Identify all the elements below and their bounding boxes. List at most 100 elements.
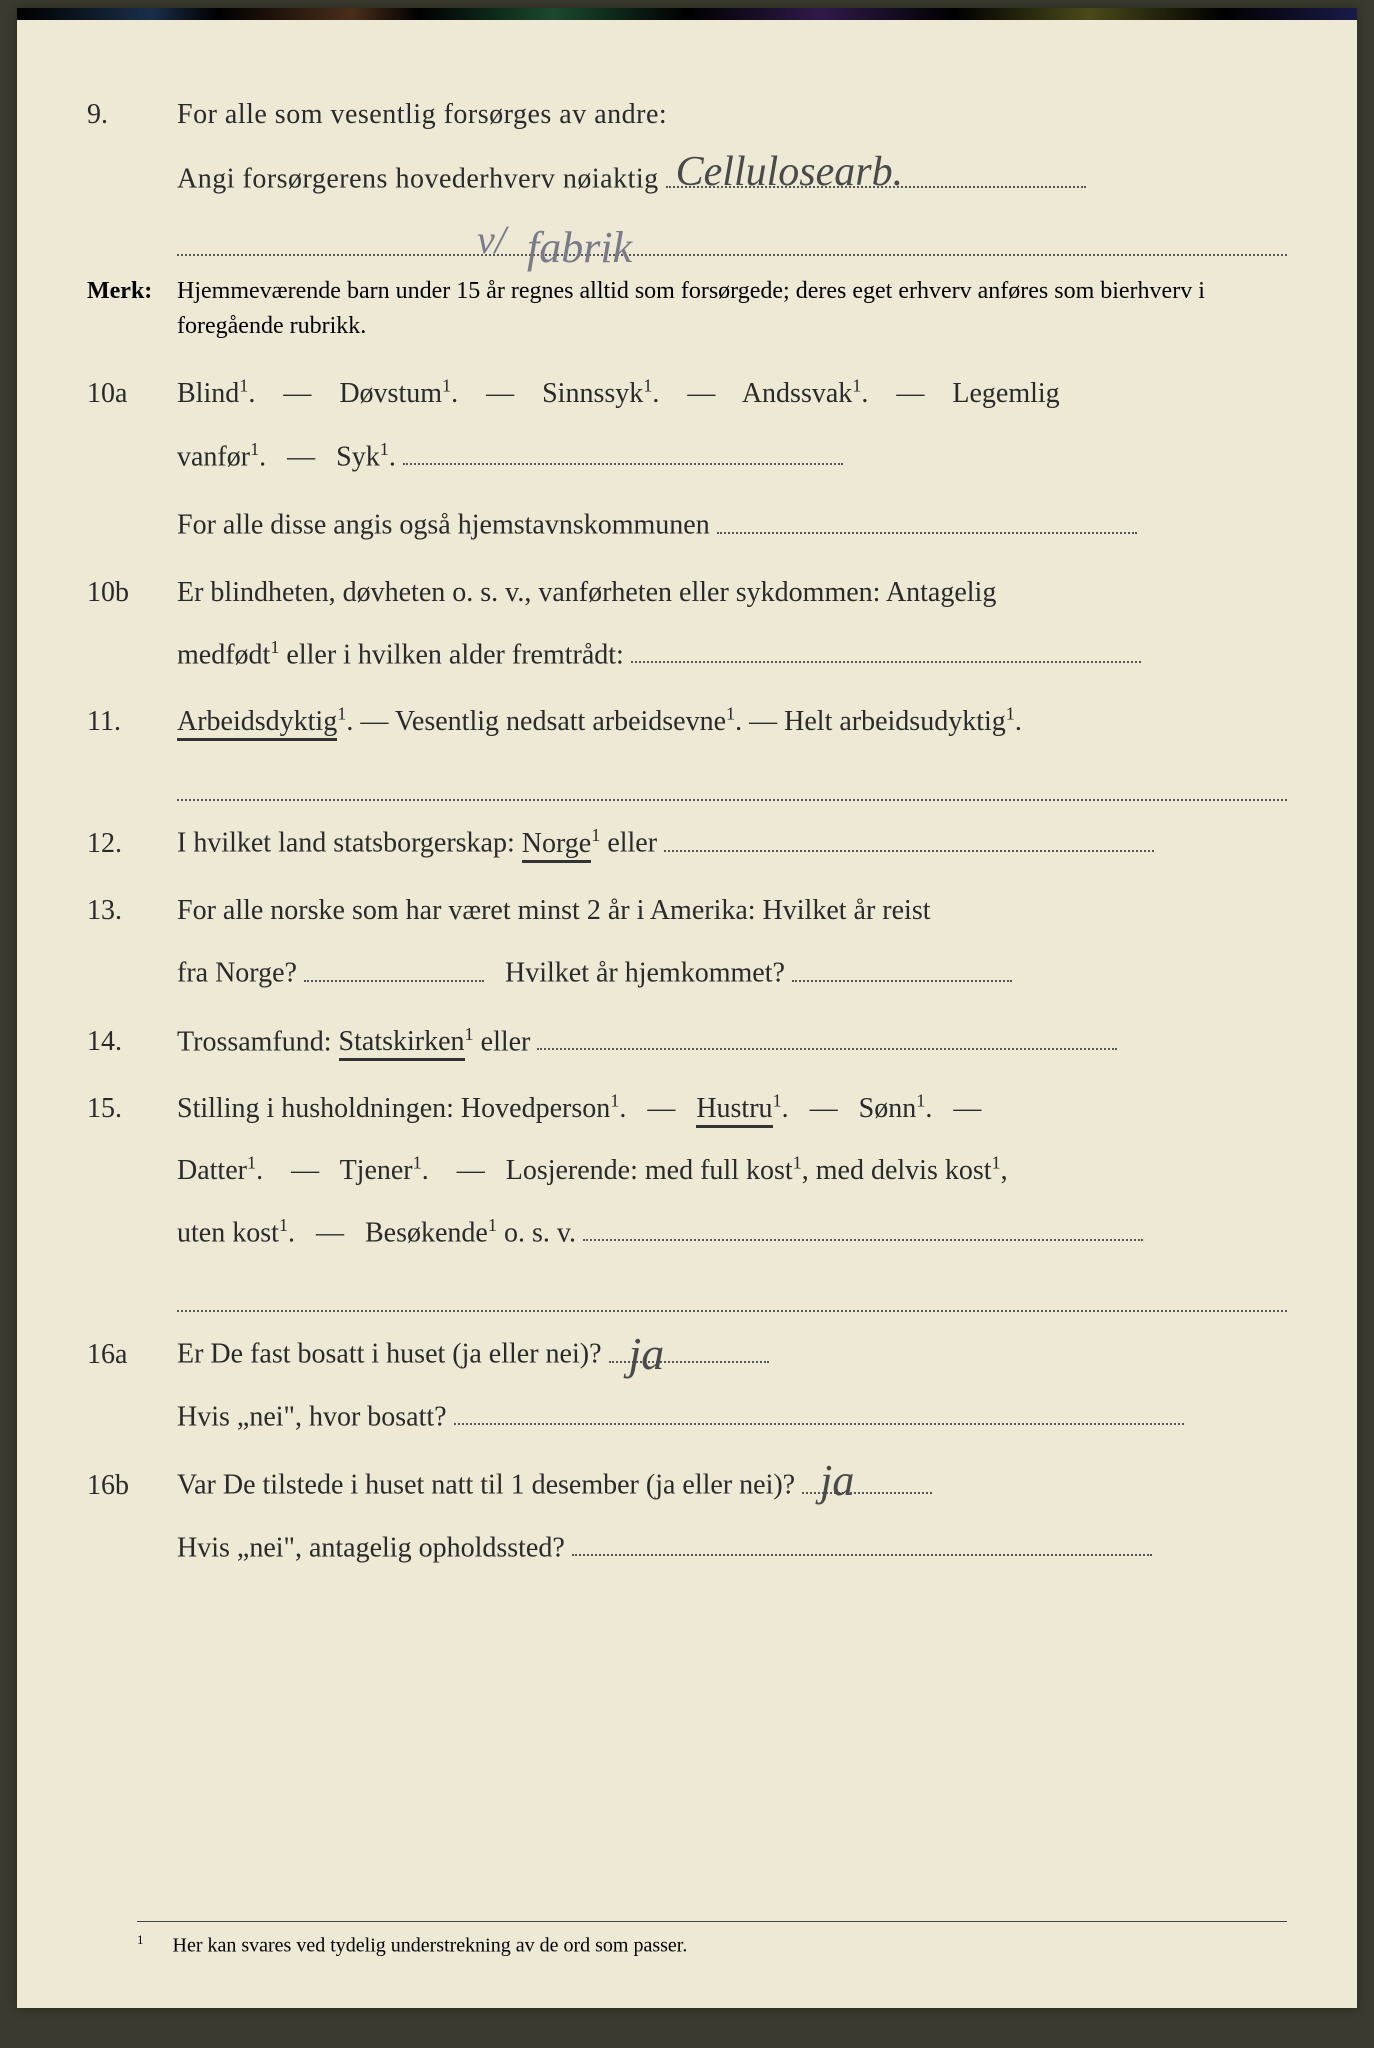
opt-underlined: Arbeidsdyktig [177, 706, 337, 741]
printed-text: Hvilket år hjemkommet? [505, 958, 785, 989]
question-16a-sub: Hvis „nei", hvor bosatt? [87, 1389, 1287, 1444]
printed-text: Er De fast bosatt i huset (ja eller nei)… [177, 1339, 602, 1370]
opt: Besøkende [365, 1217, 488, 1248]
question-content: Hvis „nei", antagelig opholdssted? [177, 1520, 1287, 1575]
opt: Vesentlig nedsatt arbeidsevne [395, 706, 726, 737]
question-16a: 16a Er De fast bosatt i huset (ja eller … [87, 1326, 1287, 1381]
note-label: Merk: [87, 274, 177, 344]
question-content: Blind1. — Døvstum1. — Sinnssyk1. — Andss… [177, 367, 1287, 420]
question-10a: 10a Blind1. — Døvstum1. — Sinnssyk1. — A… [87, 367, 1287, 420]
printed-text: , med delvis kost [802, 1155, 992, 1186]
opt: Syk [336, 441, 380, 472]
printed-text: Losjerende: med full kost [506, 1155, 793, 1186]
opt-underlined: Statskirken [339, 1026, 465, 1061]
printed-text: o. s. v. [504, 1217, 576, 1248]
question-content: medfødt1 eller i hvilken alder fremtrådt… [177, 627, 1287, 682]
question-content: Arbeidsdyktig1. — Vesentlig nedsatt arbe… [177, 695, 1287, 801]
question-13: 13. For alle norske som har været minst … [87, 884, 1287, 937]
printed-text: eller [481, 1026, 531, 1057]
scan-artifact [17, 8, 1357, 20]
fill-line [177, 1267, 1287, 1312]
opt-underlined: Hustru [696, 1093, 772, 1128]
printed-text: I hvilket land statsborgerskap: [177, 828, 522, 859]
question-16b: 16b Var De tilstede i huset natt til 1 d… [87, 1457, 1287, 1512]
printed-text: Hvis „nei", antagelig opholdssted? [177, 1532, 565, 1563]
fill-line: ja [802, 1457, 932, 1493]
printed-text: For alle som vesentlig forsørges av andr… [177, 99, 667, 130]
question-content: Trossamfund: Statskirken1 eller [177, 1014, 1287, 1069]
question-9-line2: Angi forsørgerens hovederhverv nøiaktig … [87, 151, 1287, 256]
question-content: uten kost1. — Besøkende1 o. s. v. [177, 1205, 1287, 1312]
question-number: 15. [87, 1082, 177, 1135]
question-content: I hvilket land statsborgerskap: Norge1 e… [177, 815, 1287, 870]
question-10a-line2: vanfør1. — Syk1. [87, 429, 1287, 484]
opt: Sinnssyk [542, 378, 643, 409]
question-16b-sub: Hvis „nei", antagelig opholdssted? [87, 1520, 1287, 1575]
opt: vanfør [177, 441, 250, 472]
printed-text: Var De tilstede i huset natt til 1 desem… [177, 1470, 795, 1501]
question-13-line2: fra Norge? Hvilket år hjemkommet? [87, 945, 1287, 1000]
footnote-text: Her kan svares ved tydelig understreknin… [173, 1935, 688, 1957]
question-number: 11. [87, 695, 177, 748]
opt: Døvstum [339, 378, 442, 409]
question-number: 10a [87, 367, 177, 420]
printed-text: Er blindheten, døvheten o. s. v., vanfør… [177, 577, 996, 608]
question-15-line3: uten kost1. — Besøkende1 o. s. v. [87, 1205, 1287, 1312]
handwritten-answer: Cellulosearb. [676, 133, 904, 213]
opt: Datter [177, 1155, 247, 1186]
fill-line [537, 1014, 1117, 1050]
fill-line [792, 945, 1012, 981]
question-11: 11. Arbeidsdyktig1. — Vesentlig nedsatt … [87, 695, 1287, 801]
question-12: 12. I hvilket land statsborgerskap: Norg… [87, 815, 1287, 870]
question-10b-line2: medfødt1 eller i hvilken alder fremtrådt… [87, 627, 1287, 682]
question-number: 13. [87, 884, 177, 937]
handwritten-prefix: v/ [477, 202, 506, 278]
printed-text: eller [607, 828, 657, 859]
question-14: 14. Trossamfund: Statskirken1 eller [87, 1014, 1287, 1069]
footnote-marker: 1 [137, 1932, 144, 1947]
question-content: For alle norske som har været minst 2 år… [177, 884, 1287, 937]
footnote: 1 Her kan svares ved tydelig understrekn… [137, 1921, 1287, 1958]
question-content: Stilling i husholdningen: Hovedperson1. … [177, 1082, 1287, 1135]
printed-text: fra Norge? [177, 958, 297, 989]
question-content: Er blindheten, døvheten o. s. v., vanfør… [177, 566, 1287, 619]
question-10a-line3: For alle disse angis også hjemstavnskomm… [87, 497, 1287, 552]
handwritten-answer: fabrik [527, 206, 632, 290]
printed-text: Hvis „nei", hvor bosatt? [177, 1401, 447, 1432]
fill-line [304, 945, 484, 981]
question-number: 10b [87, 566, 177, 619]
handwritten-answer: ja [629, 1310, 665, 1397]
printed-text: Angi forsørgerens hovederhverv nøiaktig [177, 164, 659, 195]
printed-text: Stilling i husholdningen: [177, 1093, 461, 1124]
question-number: 12. [87, 817, 177, 870]
fill-line [717, 497, 1137, 533]
fill-line [454, 1389, 1184, 1425]
fill-line: Cellulosearb. [666, 151, 1086, 187]
opt: Sønn [859, 1093, 917, 1124]
fill-line [403, 429, 843, 465]
fill-line [583, 1205, 1143, 1241]
note-text: Hjemmeværende barn under 15 år regnes al… [177, 274, 1287, 344]
note-merk: Merk: Hjemmeværende barn under 15 år reg… [87, 274, 1287, 344]
question-content: vanfør1. — Syk1. [177, 429, 1287, 484]
opt: medfødt [177, 639, 270, 670]
question-number: 16a [87, 1328, 177, 1381]
fill-line: v/ fabrik [177, 212, 1287, 256]
opt-underlined: Norge [522, 828, 591, 863]
opt: Blind [177, 378, 239, 409]
document-page: 9. For alle som vesentlig forsørges av a… [17, 8, 1357, 2008]
fill-line [177, 757, 1287, 802]
question-content: fra Norge? Hvilket år hjemkommet? [177, 945, 1287, 1000]
question-number: 14. [87, 1015, 177, 1068]
question-15-line2: Datter1. — Tjener1. — Losjerende: med fu… [87, 1144, 1287, 1197]
fill-line: ja [609, 1326, 769, 1362]
printed-text: uten kost [177, 1217, 279, 1248]
opt: Tjener [340, 1155, 413, 1186]
question-content: Datter1. — Tjener1. — Losjerende: med fu… [177, 1144, 1287, 1197]
fill-line [631, 627, 1141, 663]
question-number: 9. [87, 88, 177, 141]
printed-text: For alle disse angis også hjemstavnskomm… [177, 510, 710, 541]
fill-line [664, 815, 1154, 851]
question-content: Er De fast bosatt i huset (ja eller nei)… [177, 1326, 1287, 1381]
printed-text: eller i hvilken alder fremtrådt: [286, 639, 623, 670]
